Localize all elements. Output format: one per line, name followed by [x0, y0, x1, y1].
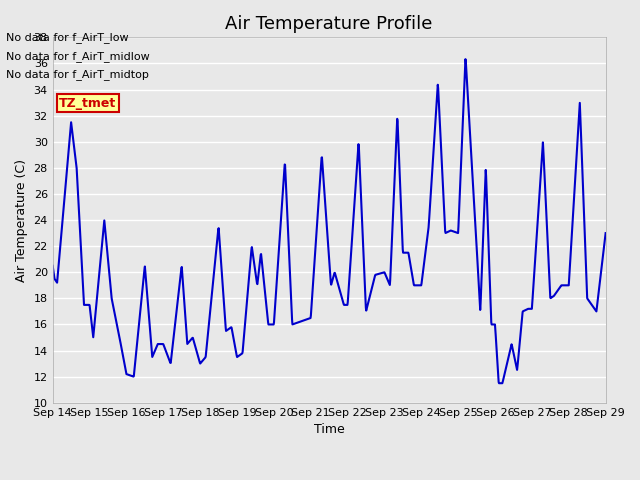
- Text: No data for f_AirT_low: No data for f_AirT_low: [6, 33, 129, 43]
- Y-axis label: Air Temperature (C): Air Temperature (C): [15, 158, 28, 282]
- Title: Air Temperature Profile: Air Temperature Profile: [225, 15, 433, 33]
- Legend: AirT 22m: AirT 22m: [278, 476, 380, 480]
- Text: No data for f_AirT_midtop: No data for f_AirT_midtop: [6, 69, 149, 80]
- Text: No data for f_AirT_midlow: No data for f_AirT_midlow: [6, 51, 150, 61]
- Text: TZ_tmet: TZ_tmet: [59, 97, 116, 110]
- X-axis label: Time: Time: [314, 423, 344, 436]
